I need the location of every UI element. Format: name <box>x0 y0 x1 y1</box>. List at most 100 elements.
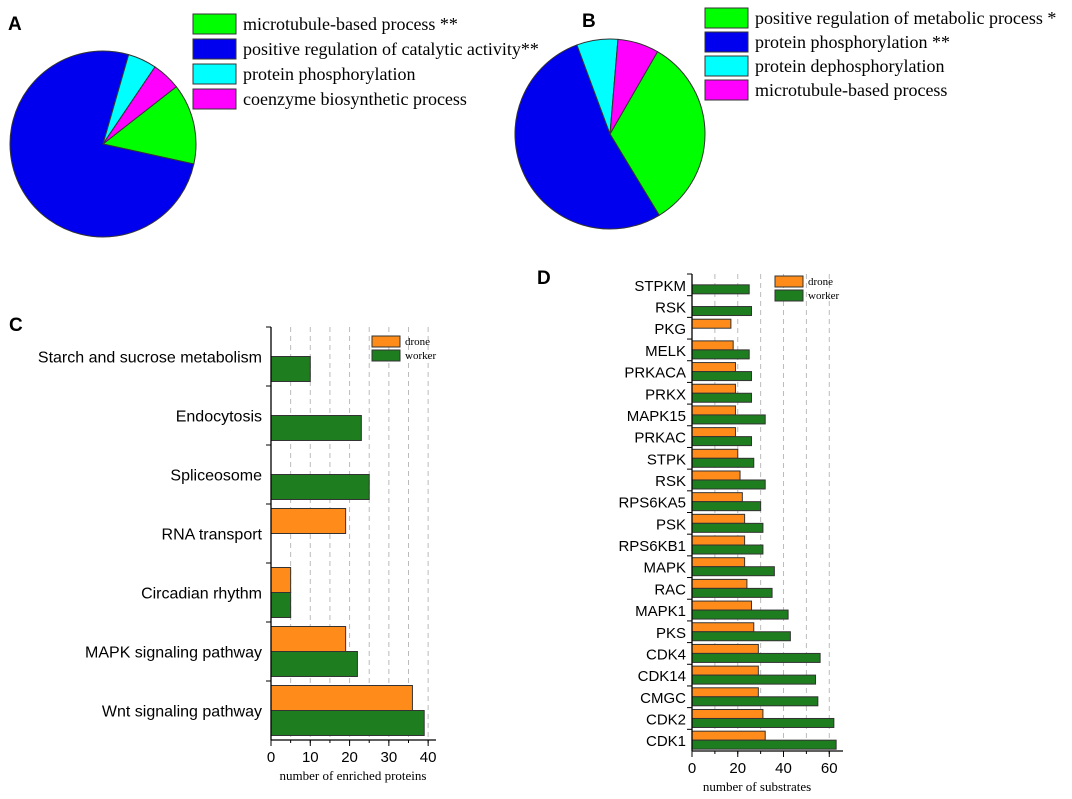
category-label: STPK <box>647 451 686 468</box>
bar-drone <box>691 557 746 568</box>
category-label: MELK <box>645 343 686 360</box>
legend-label: microtubule-based process ** <box>243 14 458 34</box>
x-tick-label: 40 <box>775 760 792 777</box>
category-label: MAPK signaling pathway <box>85 645 262 662</box>
legend-label-drone: drone <box>405 336 430 348</box>
bar-drone <box>691 405 736 416</box>
legend-swatch <box>192 88 237 110</box>
pie-slice <box>101 86 197 165</box>
legend-swatch <box>704 31 749 53</box>
category-label: RPS6KA5 <box>618 495 686 512</box>
legend-swatch-worker <box>774 289 804 302</box>
category-label: Spliceosome <box>170 468 262 485</box>
bar-worker <box>691 652 821 663</box>
bar-drone <box>691 513 746 524</box>
bar-drone <box>270 508 347 534</box>
bar-drone <box>691 622 755 633</box>
x-tick-label: 0 <box>688 760 696 777</box>
bar-drone <box>691 383 736 394</box>
bar-worker <box>270 710 425 736</box>
panel-label-B: B <box>582 11 596 32</box>
x-tick-label: 20 <box>341 749 358 766</box>
pie-slice <box>609 38 659 135</box>
bar-drone <box>691 492 743 503</box>
category-label: RPS6KB1 <box>618 538 686 555</box>
bar-drone <box>691 730 766 741</box>
bar-worker <box>691 457 755 468</box>
bar-worker <box>691 544 764 555</box>
bar-drone <box>691 448 739 459</box>
bar-drone <box>270 685 413 711</box>
pie-slice <box>102 66 177 145</box>
bar-worker <box>691 696 819 707</box>
bar-drone <box>691 427 736 438</box>
bar-drone <box>691 535 746 546</box>
bar-worker <box>270 415 362 441</box>
bar-worker <box>691 522 764 533</box>
category-label: MAPK15 <box>627 408 686 425</box>
legend-label: protein phosphorylation <box>243 64 415 84</box>
x-tick-label: 0 <box>267 749 275 766</box>
bar-drone <box>691 470 741 481</box>
bar-worker <box>691 609 789 620</box>
category-label: MAPK1 <box>635 603 686 620</box>
x-tick-label: 40 <box>420 749 437 766</box>
bar-worker <box>691 414 766 425</box>
pie-slice <box>609 51 706 216</box>
bar-worker <box>691 306 752 317</box>
category-label: CDK4 <box>646 646 686 663</box>
legend-swatch <box>192 63 237 85</box>
legend-swatch <box>704 79 749 101</box>
bar-worker <box>691 587 773 598</box>
legend-label: coenzyme biosynthetic process <box>243 89 467 109</box>
panel-label-A: A <box>8 14 22 35</box>
category-label: RSK <box>655 300 686 317</box>
bar-worker <box>270 651 358 677</box>
panel-label-D: D <box>537 268 551 289</box>
category-label: PSK <box>656 516 686 533</box>
legend-swatch <box>704 7 749 29</box>
category-label: RSK <box>655 473 686 490</box>
bar-drone <box>691 665 759 676</box>
bar-worker <box>691 631 791 642</box>
category-label: Starch and sucrose metabolism <box>38 350 262 367</box>
bar-drone <box>691 362 736 373</box>
category-label: PRKACA <box>624 365 686 382</box>
category-label: RAC <box>654 581 686 598</box>
category-label: CMGC <box>640 690 686 707</box>
bar-worker <box>691 479 766 490</box>
legend-label: microtubule-based process <box>755 80 947 100</box>
category-label: STPKM <box>634 278 686 295</box>
bar-drone <box>691 318 732 329</box>
bar-drone <box>270 567 292 593</box>
bar-worker <box>691 566 775 577</box>
x-axis-title: number of substrates <box>703 779 811 794</box>
bar-drone <box>691 708 764 719</box>
bar-drone <box>691 687 759 698</box>
legend-label: positive regulation of metabolic process… <box>755 8 1056 28</box>
x-tick-label: 10 <box>302 749 319 766</box>
legend-swatch <box>192 38 237 60</box>
category-label: CDK2 <box>646 711 686 728</box>
bar-worker <box>691 284 750 295</box>
x-tick-label: 30 <box>381 749 398 766</box>
x-axis-title: number of enriched proteins <box>280 768 427 783</box>
bar-drone <box>691 578 748 589</box>
x-tick-label: 20 <box>729 760 746 777</box>
legend-label: protein dephosphorylation <box>755 56 944 76</box>
category-label: Endocytosis <box>176 409 262 426</box>
bar-worker <box>691 392 752 403</box>
legend-label: positive regulation of catalytic activit… <box>243 39 539 59</box>
bar-worker <box>691 501 762 512</box>
pie-slice <box>9 50 195 238</box>
legend-swatch-drone <box>774 275 804 288</box>
bar-drone <box>691 600 752 611</box>
bar-worker <box>691 717 835 728</box>
category-label: PKS <box>656 625 686 642</box>
category-label: MAPK <box>643 560 686 577</box>
bar-drone <box>691 643 759 654</box>
bar-worker <box>270 474 370 500</box>
bar-chart-C: C Starch and sucrose metabolism Endocytosi… <box>9 315 436 783</box>
